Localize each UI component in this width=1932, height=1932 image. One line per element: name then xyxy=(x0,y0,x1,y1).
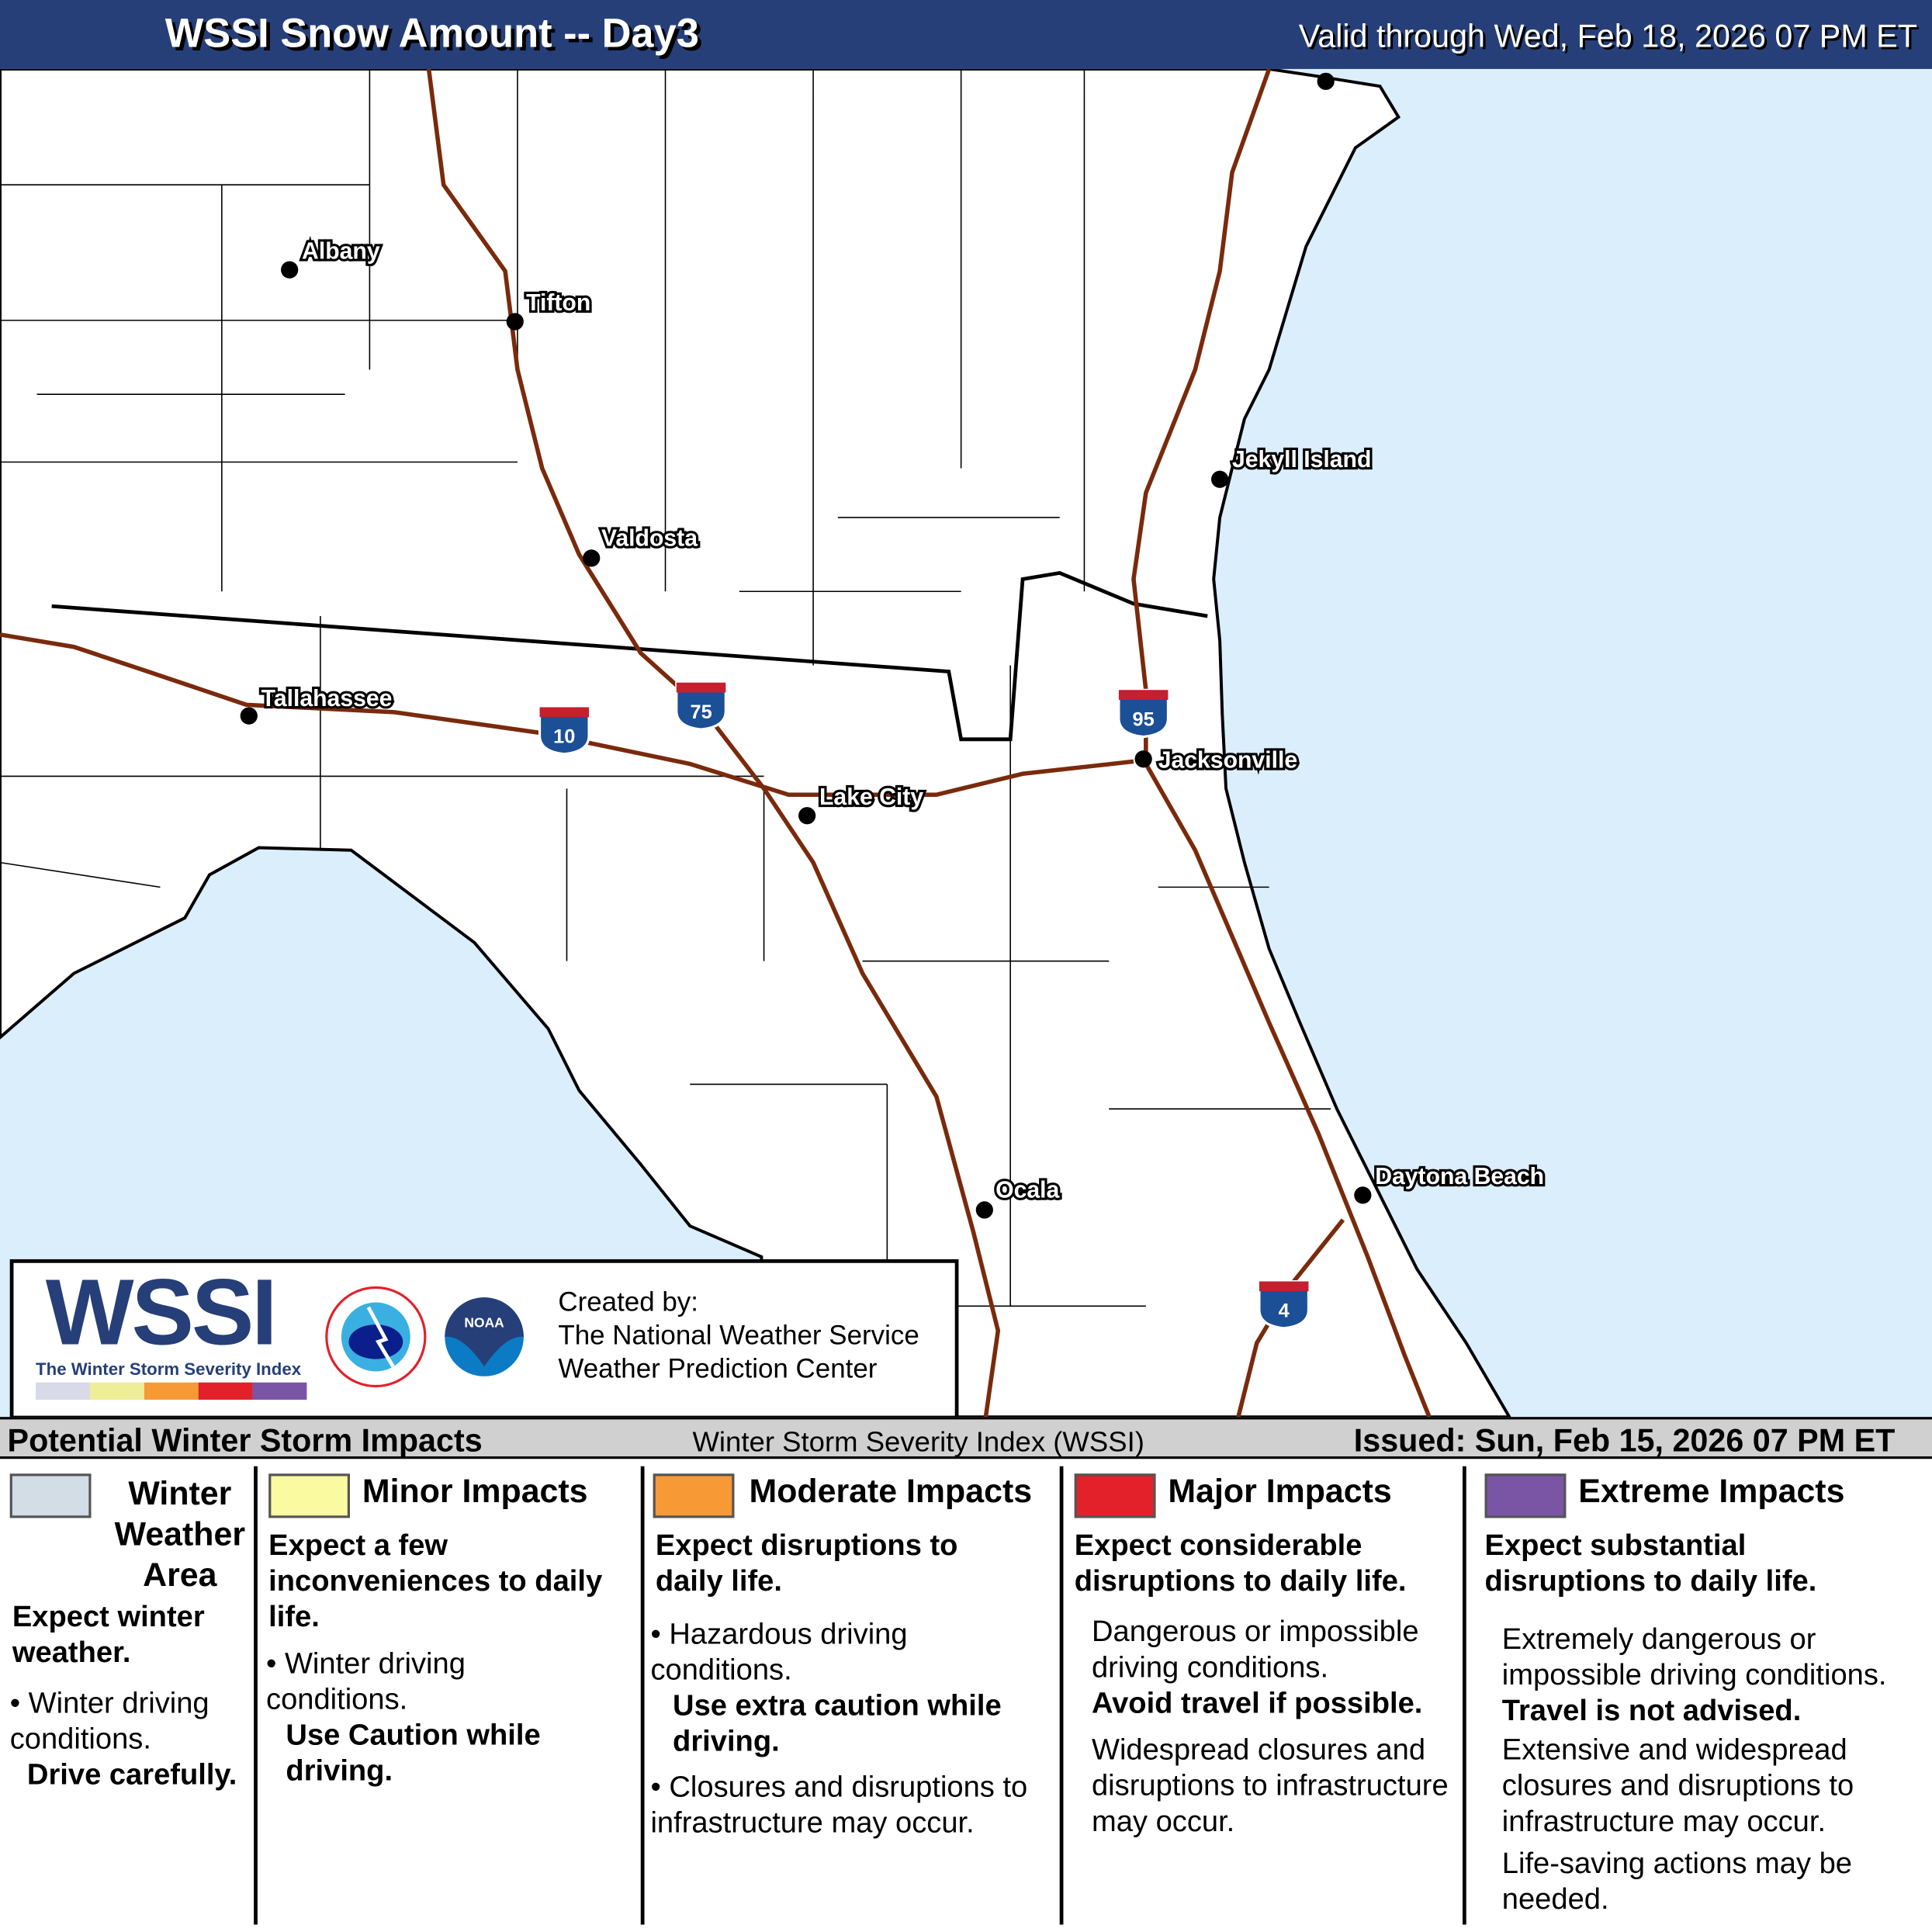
legend-text: • Hazardous driving conditions. xyxy=(650,1618,908,1687)
legend-divider xyxy=(1462,1466,1466,1925)
legend-title-bar: Potential Winter Storm Impacts Winter St… xyxy=(0,1417,1932,1459)
svg-text:Lake City: Lake City xyxy=(819,784,923,810)
svg-text:95: 95 xyxy=(1133,708,1155,730)
color-swatch xyxy=(268,1473,350,1518)
legend-divider xyxy=(640,1466,645,1925)
svg-text:10: 10 xyxy=(553,726,575,748)
state-line xyxy=(51,570,1208,742)
legend-text: Drive carefully. xyxy=(26,1758,237,1792)
land xyxy=(0,68,1511,1418)
interstate-shields: 10 75 95 4 xyxy=(538,681,1311,1330)
legend-text: Widespread closures and disruptions to i… xyxy=(1091,1733,1449,1839)
legend-text: Dangerous or impossible driving conditio… xyxy=(1091,1615,1419,1684)
svg-text:4: 4 xyxy=(1279,1300,1290,1322)
svg-text:Valdosta: Valdosta xyxy=(601,525,698,551)
legend-text: Expect disruptions to daily life. xyxy=(655,1529,958,1598)
legend-text: Expect considerable disruptions to daily… xyxy=(1074,1529,1407,1598)
legend-extreme-impacts: Extreme Impacts Expect substantial disru… xyxy=(1482,1466,1926,1925)
credits: Created by: The National Weather Service… xyxy=(558,1285,919,1385)
legend-moderate-impacts: Moderate Impacts Expect disruptions to d… xyxy=(650,1466,1057,1925)
svg-text:Tifton: Tifton xyxy=(526,290,590,316)
svg-text:75: 75 xyxy=(690,701,712,723)
noaa-logo-icon: NOAA xyxy=(435,1287,534,1387)
wssi-color-bar xyxy=(36,1382,307,1400)
legend-text: Major Impacts xyxy=(1168,1472,1392,1510)
legend-minor-impacts: Minor Impacts Expect a few inconvenience… xyxy=(266,1466,635,1925)
legend-winter-weather-area: Winter Weather Area Expect winter weathe… xyxy=(9,1466,257,1925)
svg-text:Daytona Beach: Daytona Beach xyxy=(1375,1164,1544,1189)
legend-text: Extremely dangerous or impossible drivin… xyxy=(1501,1622,1887,1692)
legend-text: Extensive and widespread closures and di… xyxy=(1501,1733,1854,1839)
org-nws: The National Weather Service xyxy=(558,1319,919,1351)
legend-text: Avoid travel if possible. xyxy=(1091,1686,1423,1720)
legend-text: Use extra caution while driving. xyxy=(673,1689,1002,1759)
svg-text:Albany: Albany xyxy=(302,238,380,264)
legend-text: Expect a few inconveniences to daily lif… xyxy=(268,1529,603,1634)
logo-box: WSSI The Winter Storm Severity Index NOA… xyxy=(9,1259,959,1420)
legend-index-name: Winter Storm Severity Index (WSSI) xyxy=(692,1425,1144,1458)
legend-text: Use Caution while driving. xyxy=(286,1719,541,1788)
legend-major-impacts: Major Impacts Expect considerable disrup… xyxy=(1072,1466,1460,1925)
legend-text: Expect substantial disruptions to daily … xyxy=(1484,1529,1817,1598)
color-swatch xyxy=(1074,1473,1156,1518)
svg-text:Jekyll Island: Jekyll Island xyxy=(1232,447,1371,473)
wssi-subtitle: The Winter Storm Severity Index xyxy=(36,1359,302,1379)
map-title: WSSI Snow Amount -- Day3 xyxy=(164,9,699,56)
legend-divider xyxy=(1059,1466,1064,1925)
svg-text:NOAA: NOAA xyxy=(464,1314,504,1330)
valid-time: Valid through Wed, Feb 18, 2026 07 PM ET xyxy=(1298,17,1917,54)
legend-text: Moderate Impacts xyxy=(749,1472,1033,1510)
map: Albany Tifton Valdosta Tallahassee Lake … xyxy=(0,68,1932,1418)
color-swatch xyxy=(9,1473,92,1518)
city-markers: Albany Tifton Valdosta Tallahassee Lake … xyxy=(240,72,1546,1219)
legend-text: Winter Weather Area xyxy=(114,1474,246,1594)
county-lines xyxy=(0,68,1331,1307)
legend-text: Minor Impacts xyxy=(362,1472,588,1510)
legend-text: Expect winter weather. xyxy=(12,1600,205,1670)
legend-text: • Winter driving conditions. xyxy=(266,1647,466,1717)
legend-title: Potential Winter Storm Impacts xyxy=(7,1421,483,1459)
org-wpc: Weather Prediction Center xyxy=(558,1352,878,1384)
legend-text: • Winter driving conditions. xyxy=(9,1686,209,1756)
svg-text:Ocala: Ocala xyxy=(995,1178,1059,1203)
header-bar: WSSI Snow Amount -- Day3 Valid through W… xyxy=(0,0,1932,69)
wssi-logo: WSSI xyxy=(45,1260,278,1366)
issued-time: Issued: Sun, Feb 15, 2026 07 PM ET xyxy=(1353,1421,1896,1459)
color-swatch xyxy=(1484,1473,1567,1518)
legend-text: Extreme Impacts xyxy=(1578,1472,1845,1510)
nws-logo-icon xyxy=(325,1286,427,1388)
svg-text:Tallahassee: Tallahassee xyxy=(261,686,393,712)
color-swatch xyxy=(653,1473,735,1518)
legend-divider xyxy=(254,1466,258,1925)
legend-text: • Closures and disruptions to infrastruc… xyxy=(650,1770,1028,1840)
svg-text:Jacksonville: Jacksonville xyxy=(1158,747,1297,773)
legend-text: Travel is not advised. xyxy=(1501,1694,1802,1728)
legend-text: Life-saving actions may be needed. xyxy=(1501,1847,1853,1916)
created-by-label: Created by: xyxy=(558,1286,698,1317)
